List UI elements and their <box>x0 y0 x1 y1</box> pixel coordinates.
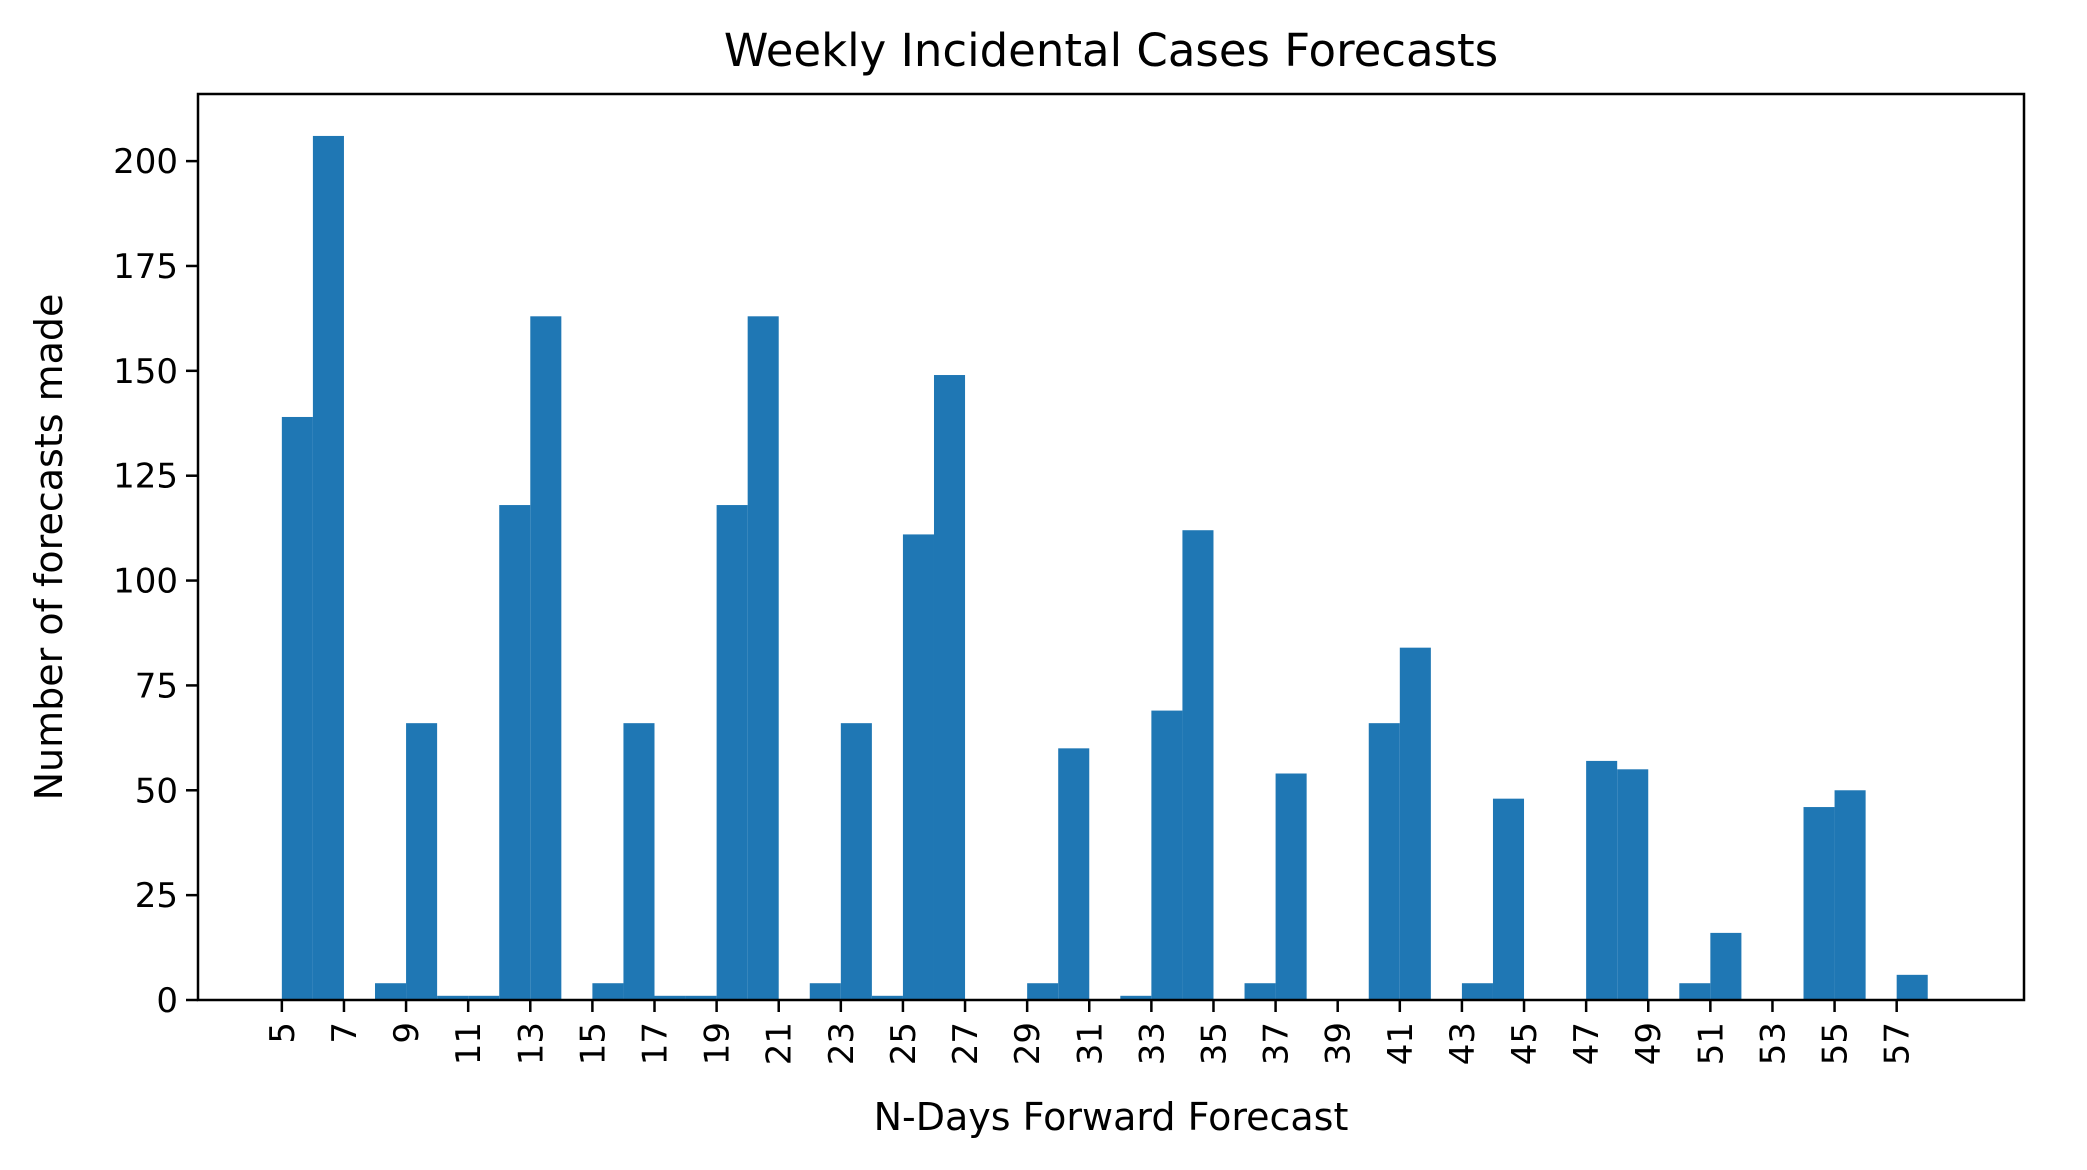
x-tick-label: 45 <box>1505 1022 1545 1065</box>
x-tick-label: 11 <box>449 1022 489 1065</box>
bar <box>1182 530 1214 1000</box>
bar <box>1834 790 1866 1000</box>
y-tick-label: 0 <box>156 981 178 1021</box>
y-tick-label: 175 <box>113 247 178 287</box>
bar <box>468 995 500 1000</box>
bar <box>1586 760 1618 1000</box>
x-tick-label: 41 <box>1381 1022 1421 1065</box>
bar <box>1027 983 1059 1000</box>
bar <box>1151 710 1183 1000</box>
x-tick-label: 55 <box>1816 1022 1856 1065</box>
x-tick-label: 27 <box>946 1022 986 1065</box>
x-tick-label: 25 <box>884 1022 924 1065</box>
x-tick-label: 15 <box>573 1022 613 1065</box>
plot-frame <box>196 92 2026 1002</box>
bar <box>375 983 407 1000</box>
bar <box>592 983 624 1000</box>
x-tick-label: 35 <box>1194 1022 1234 1065</box>
bar <box>747 316 779 1000</box>
x-tick-label: 47 <box>1567 1022 1607 1065</box>
y-axis-ticks: 0 25 50 75 100 125 150 175 200 <box>113 142 198 1021</box>
bar <box>1710 932 1742 1000</box>
bar <box>1058 748 1090 1000</box>
bar <box>809 983 841 1000</box>
bar <box>933 375 966 1000</box>
y-tick-label: 200 <box>113 142 178 182</box>
bar <box>1120 995 1152 1000</box>
x-tick-label: 33 <box>1132 1022 1172 1065</box>
x-tick-label: 21 <box>760 1022 800 1065</box>
bar <box>437 995 469 1000</box>
x-tick-label: 43 <box>1443 1022 1483 1065</box>
bar <box>406 723 438 1000</box>
x-tick-label: 49 <box>1629 1022 1669 1065</box>
x-tick-label: 29 <box>1008 1022 1048 1065</box>
bar <box>902 534 934 1000</box>
bar <box>623 723 655 1000</box>
bar <box>840 723 872 1000</box>
y-tick-label: 125 <box>113 457 178 497</box>
x-tick-label: 23 <box>822 1022 862 1065</box>
bar <box>281 416 313 1000</box>
x-tick-label: 9 <box>387 1022 427 1044</box>
x-axis-ticks: 5 7 9 11 13 15 17 19 21 23 25 27 29 31 33 35 37 39 41 43 45 4… <box>263 1000 1918 1065</box>
y-axis-label: Number of forecasts made <box>27 294 71 801</box>
x-axis-label: N-Days Forward Forecast <box>874 1095 1349 1139</box>
bar <box>871 995 903 1000</box>
bar <box>1244 983 1276 1000</box>
bar <box>1399 647 1431 1000</box>
y-tick-label: 75 <box>135 666 178 706</box>
y-tick-label: 50 <box>135 771 178 811</box>
bar <box>499 505 531 1000</box>
chart-title: Weekly Incidental Cases Forecasts <box>724 24 1498 77</box>
bar <box>1368 723 1400 1000</box>
bar <box>1803 807 1835 1000</box>
bar <box>716 505 748 1000</box>
x-tick-label: 51 <box>1691 1022 1731 1065</box>
bar <box>1461 983 1493 1000</box>
bar <box>654 995 686 1000</box>
y-tick-label: 150 <box>113 352 178 392</box>
x-tick-label: 19 <box>698 1022 738 1065</box>
x-tick-label: 7 <box>325 1022 365 1044</box>
bar <box>312 135 344 1000</box>
x-tick-label: 37 <box>1257 1022 1297 1065</box>
x-tick-label: 39 <box>1319 1022 1359 1065</box>
x-tick-label: 17 <box>636 1022 676 1065</box>
bar <box>1275 773 1307 1000</box>
x-tick-label: 5 <box>263 1022 303 1044</box>
x-tick-label: 13 <box>511 1022 551 1065</box>
bar <box>1617 769 1649 1000</box>
x-tick-label: 53 <box>1753 1022 1793 1065</box>
bar <box>1896 974 1928 1000</box>
y-tick-label: 25 <box>135 876 178 916</box>
bars <box>281 135 1928 1000</box>
x-tick-label: 31 <box>1070 1022 1110 1065</box>
bar <box>530 316 562 1000</box>
bar <box>1492 798 1525 1000</box>
bar <box>1679 983 1711 1000</box>
bar <box>685 995 717 1000</box>
x-tick-label: 57 <box>1878 1022 1918 1065</box>
y-tick-label: 100 <box>113 562 178 602</box>
